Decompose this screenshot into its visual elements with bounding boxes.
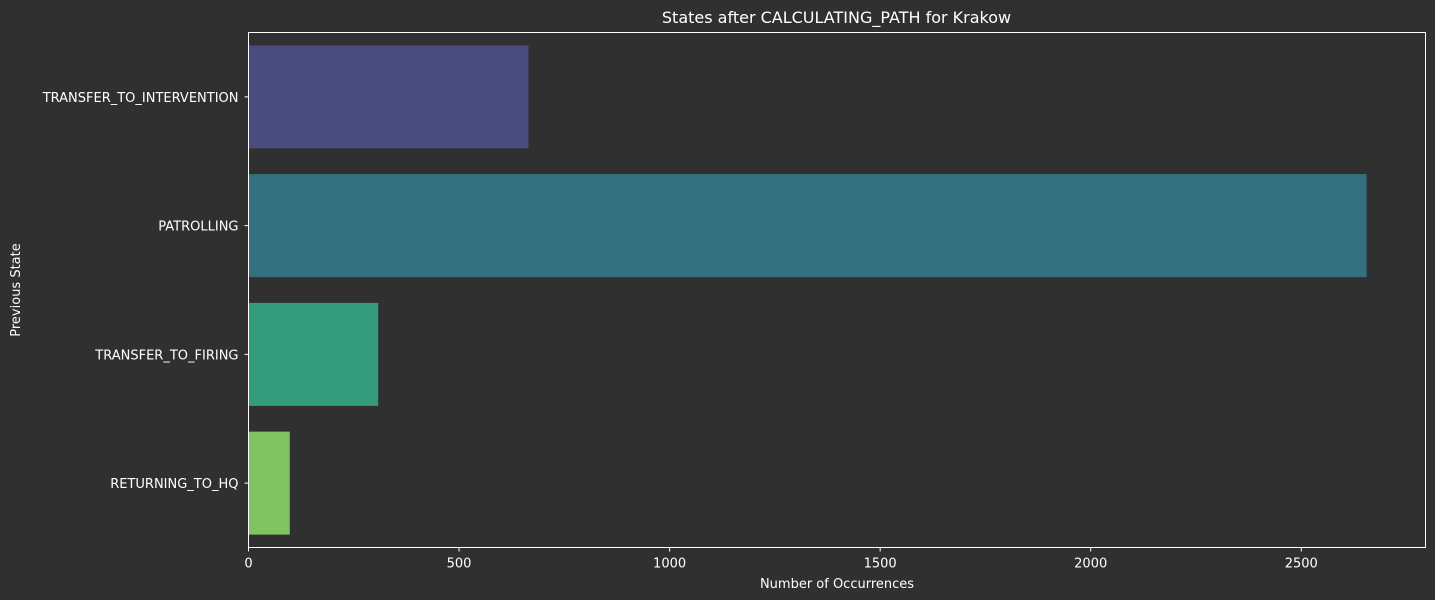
bar-transfer-to-firing bbox=[248, 302, 379, 406]
y-tick-label: TRANSFER_TO_FIRING bbox=[94, 348, 238, 363]
x-tick-label: 500 bbox=[447, 557, 472, 572]
y-axis-label: Previous State bbox=[9, 243, 24, 336]
bar-returning-to-hq bbox=[248, 431, 290, 535]
x-axis-label: Number of Occurrences bbox=[760, 577, 914, 592]
chart-title: States after CALCULATING_PATH for Krakow bbox=[662, 8, 1011, 28]
y-tick-label: PATROLLING bbox=[158, 220, 238, 235]
x-tick-label: 0 bbox=[244, 557, 252, 572]
y-tick-label: RETURNING_TO_HQ bbox=[110, 477, 238, 492]
plot-frame bbox=[248, 32, 1426, 548]
bar-patrolling bbox=[248, 174, 1367, 278]
y-tick-label: TRANSFER_TO_INTERVENTION bbox=[42, 91, 239, 106]
x-tick-label: 1000 bbox=[653, 557, 686, 572]
bar-transfer-to-intervention bbox=[248, 45, 529, 149]
x-tick-label: 2500 bbox=[1285, 557, 1318, 572]
x-tick-label: 2000 bbox=[1074, 557, 1107, 572]
x-axis-ticks: 0 500 1000 1500 2000 2500 bbox=[244, 547, 1318, 572]
y-axis-ticks: TRANSFER_TO_INTERVENTION PATROLLING TRANSF… bbox=[42, 91, 249, 492]
bars-layer bbox=[248, 45, 1367, 535]
x-tick-label: 1500 bbox=[864, 557, 897, 572]
